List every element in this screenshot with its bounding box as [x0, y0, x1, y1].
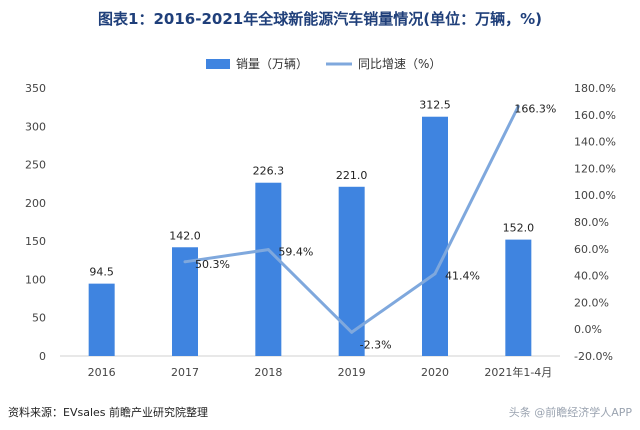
right-tick-label: 80.0% [574, 216, 609, 229]
line-point [433, 272, 437, 276]
left-tick-label: 50 [32, 312, 46, 325]
bar-data-label: 94.5 [89, 266, 114, 279]
x-tick-label: 2018 [254, 366, 282, 379]
left-tick-label: 300 [25, 120, 46, 133]
line-point [350, 330, 354, 334]
watermark-credit: 头条 @前瞻经济学人APP [508, 406, 632, 419]
x-tick-label: 2020 [421, 366, 449, 379]
bar-data-label: 312.5 [419, 99, 451, 112]
right-tick-label: 40.0% [574, 270, 609, 283]
legend: 销量（万辆） 同比增速（%） [206, 57, 441, 71]
right-tick-label: 120.0% [574, 162, 616, 175]
right-tick-label: -20.0% [574, 350, 613, 363]
left-tick-label: 200 [25, 197, 46, 210]
right-y-axis: -20.0% 0.0% 20.0% 40.0% 60.0% 80.0% 100.0% 120.… [574, 82, 616, 363]
right-tick-label: 0.0% [574, 323, 602, 336]
line-data-label: 41.4% [445, 270, 480, 283]
line-point [183, 260, 187, 264]
bar-series: 94.5 142.0 226.3 221.0 312.5 152.0 [88, 99, 535, 356]
right-tick-label: 180.0% [574, 82, 616, 95]
left-tick-label: 350 [25, 82, 46, 95]
line-data-label: 166.3% [514, 102, 556, 115]
bar [172, 247, 198, 356]
right-tick-label: 60.0% [574, 243, 609, 256]
x-tick-label: 2017 [171, 366, 199, 379]
line-data-label: 59.4% [278, 246, 313, 259]
x-tick-label: 2019 [338, 366, 366, 379]
x-tick-label: 2016 [88, 366, 116, 379]
left-tick-label: 0 [39, 350, 46, 363]
bar [422, 116, 448, 356]
legend-label-bar: 销量（万辆） [236, 57, 308, 71]
bar [505, 239, 532, 356]
line-series: 50.3% 59.4% -2.3% 41.4% 166.3% [183, 102, 556, 351]
right-tick-label: 20.0% [574, 296, 609, 309]
bar [255, 182, 282, 356]
legend-label-line: 同比增速（%） [358, 57, 441, 71]
source-note: 资料来源：EVsales 前瞻产业研究院整理 [8, 406, 208, 419]
legend-swatch-bar [206, 59, 230, 69]
line-point [266, 248, 270, 252]
bar-data-label: 152.0 [503, 222, 535, 235]
bar-data-label: 226.3 [253, 165, 285, 178]
right-tick-label: 140.0% [574, 136, 616, 149]
left-y-axis: 0 50 100 150 200 250 300 350 [25, 82, 46, 363]
right-tick-label: 100.0% [574, 189, 616, 202]
line-data-label: 50.3% [195, 258, 230, 271]
right-tick-label: 160.0% [574, 109, 616, 122]
line-point [516, 104, 520, 108]
bar [88, 283, 115, 356]
line-data-label: -2.3% [360, 338, 392, 351]
left-tick-label: 250 [25, 159, 46, 172]
bar-data-label: 221.0 [336, 169, 368, 182]
chart-title: 图表1：2016-2021年全球新能源汽车销量情况(单位：万辆，%) [98, 10, 542, 28]
bar-data-label: 142.0 [169, 229, 201, 242]
left-tick-label: 100 [25, 273, 46, 286]
x-axis: 2016 2017 2018 2019 2020 2021年1-4月 [60, 355, 560, 379]
left-tick-label: 150 [25, 235, 46, 248]
x-tick-label: 2021年1-4月 [484, 365, 552, 379]
